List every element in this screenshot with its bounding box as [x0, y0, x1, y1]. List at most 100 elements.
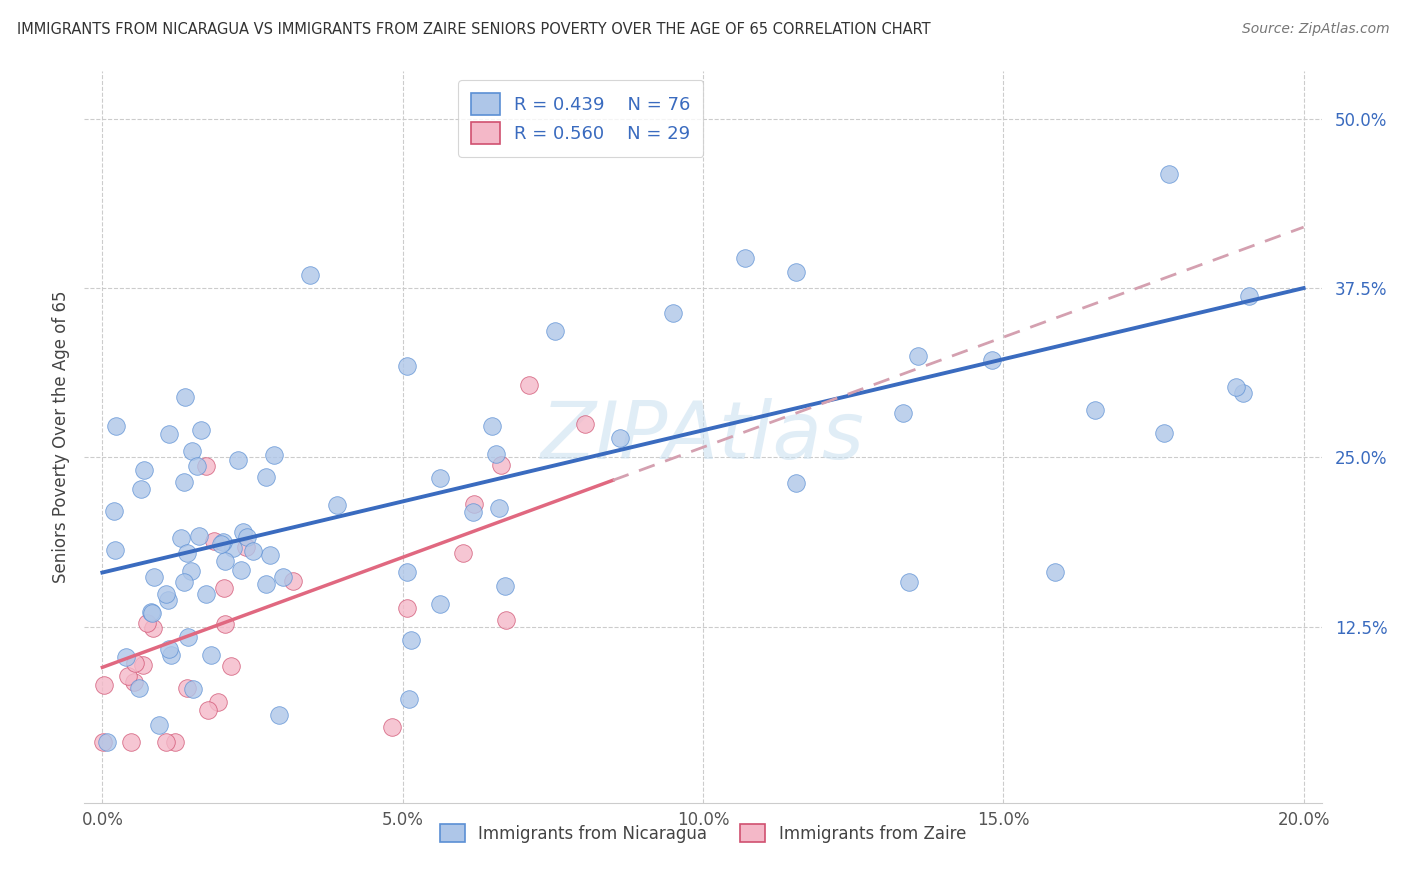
Point	[267, 708, 290, 723]
Point	[271, 570, 294, 584]
Point	[242, 543, 264, 558]
Point	[124, 656, 146, 670]
Point	[463, 497, 485, 511]
Point	[104, 543, 127, 558]
Point	[785, 475, 807, 490]
Legend: Immigrants from Nicaragua, Immigrants from Zaire: Immigrants from Nicaragua, Immigrants fr…	[433, 818, 973, 849]
Point	[236, 530, 259, 544]
Point	[232, 524, 254, 539]
Point	[212, 535, 235, 549]
Point	[395, 359, 418, 373]
Point	[197, 703, 219, 717]
Point	[181, 682, 204, 697]
Point	[132, 657, 155, 672]
Point	[429, 471, 451, 485]
Point	[177, 630, 200, 644]
Point	[136, 615, 159, 630]
Point	[163, 735, 186, 749]
Y-axis label: Seniors Poverty Over the Age of 65: Seniors Poverty Over the Age of 65	[52, 291, 70, 583]
Point	[207, 695, 229, 709]
Point	[139, 606, 162, 620]
Point	[229, 563, 252, 577]
Point	[181, 444, 204, 458]
Point	[96, 735, 118, 749]
Point	[173, 475, 195, 489]
Point	[141, 606, 163, 620]
Point	[259, 548, 281, 562]
Point	[451, 546, 474, 560]
Point	[395, 601, 418, 615]
Point	[176, 546, 198, 560]
Point	[226, 453, 249, 467]
Point	[174, 390, 197, 404]
Point	[1239, 289, 1261, 303]
Text: Source: ZipAtlas.com: Source: ZipAtlas.com	[1241, 22, 1389, 37]
Point	[176, 681, 198, 696]
Point	[221, 659, 243, 673]
Point	[105, 419, 128, 434]
Point	[907, 349, 929, 363]
Point	[103, 503, 125, 517]
Point	[194, 587, 217, 601]
Point	[609, 430, 631, 444]
Point	[263, 448, 285, 462]
Point	[209, 537, 232, 551]
Point	[202, 534, 225, 549]
Point	[254, 469, 277, 483]
Point	[481, 419, 503, 434]
Point	[155, 735, 177, 749]
Point	[160, 648, 183, 663]
Point	[326, 498, 349, 512]
Point	[120, 735, 142, 749]
Point	[381, 721, 404, 735]
Point	[128, 681, 150, 695]
Point	[129, 482, 152, 496]
Text: IMMIGRANTS FROM NICARAGUA VS IMMIGRANTS FROM ZAIRE SENIORS POVERTY OVER THE AGE : IMMIGRANTS FROM NICARAGUA VS IMMIGRANTS …	[17, 22, 931, 37]
Point	[142, 621, 165, 635]
Point	[173, 575, 195, 590]
Point	[157, 593, 180, 607]
Point	[281, 574, 304, 588]
Point	[1232, 385, 1254, 400]
Point	[200, 648, 222, 662]
Point	[1084, 402, 1107, 417]
Point	[399, 632, 422, 647]
Point	[159, 427, 181, 442]
Point	[574, 417, 596, 431]
Point	[222, 541, 245, 556]
Point	[190, 423, 212, 437]
Point	[398, 692, 420, 706]
Point	[115, 650, 138, 665]
Point	[157, 641, 180, 656]
Point	[195, 458, 218, 473]
Point	[1157, 167, 1180, 181]
Point	[93, 678, 115, 692]
Point	[785, 265, 807, 279]
Point	[148, 718, 170, 732]
Point	[429, 597, 451, 611]
Point	[1225, 380, 1247, 394]
Point	[214, 554, 236, 568]
Point	[662, 305, 685, 319]
Point	[143, 570, 166, 584]
Point	[396, 566, 419, 580]
Point	[180, 564, 202, 578]
Point	[155, 587, 177, 601]
Point	[891, 406, 914, 420]
Point	[488, 500, 510, 515]
Point	[214, 616, 236, 631]
Point	[898, 574, 921, 589]
Point	[734, 251, 756, 265]
Point	[495, 613, 517, 627]
Point	[494, 579, 516, 593]
Point	[981, 353, 1004, 368]
Point	[117, 668, 139, 682]
Point	[235, 540, 257, 554]
Point	[461, 505, 484, 519]
Point	[91, 735, 114, 749]
Point	[299, 268, 322, 282]
Point	[170, 531, 193, 545]
Point	[188, 529, 211, 543]
Point	[122, 674, 145, 689]
Point	[1153, 426, 1175, 441]
